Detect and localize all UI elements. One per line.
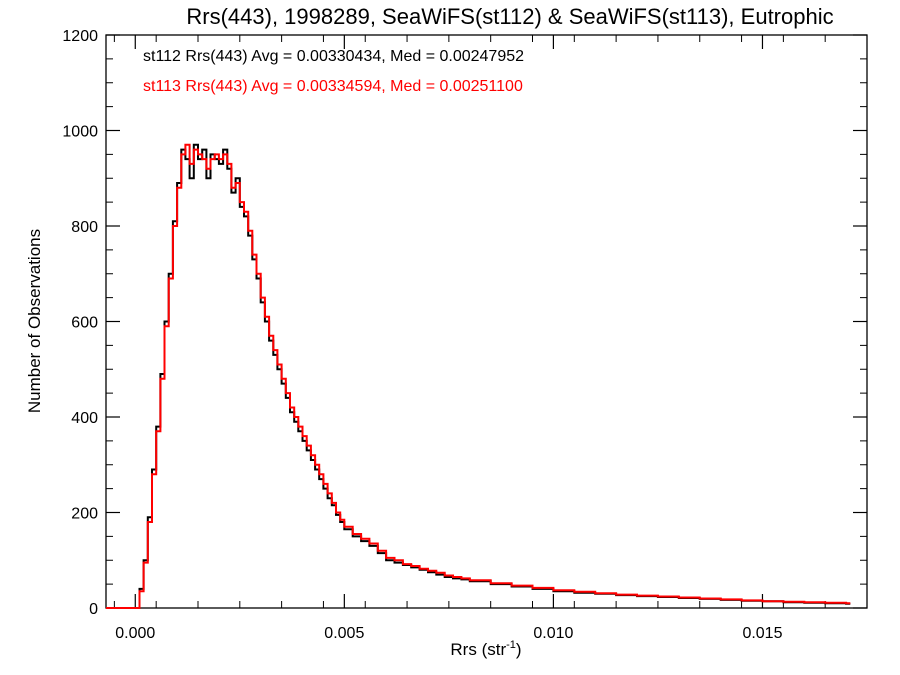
legend-st113: st113 Rrs(443) Avg = 0.00334594, Med = 0…: [143, 78, 523, 95]
x-axis-label-main: Rrs (str: [450, 640, 506, 659]
x-tick-label: 0.015: [742, 625, 782, 642]
chart-title: Rrs(443), 1998289, SeaWiFS(st112) & SeaW…: [186, 4, 833, 29]
x-axis-label: Rrs (str-1): [450, 639, 521, 659]
y-tick-label: 1200: [62, 28, 98, 45]
series-st113-line: [106, 143, 851, 609]
y-tick-label: 200: [71, 506, 98, 523]
y-tick-label: 800: [71, 219, 98, 236]
y-tick-label: 600: [71, 315, 98, 332]
x-axis-label-superscript: -1: [506, 639, 516, 651]
x-axis: 0.000 0.005 0.010 0.015: [113, 35, 826, 642]
y-axis-label: Number of Observations: [25, 229, 44, 413]
series-layer: [106, 143, 851, 609]
x-tick-label: 0.005: [324, 625, 364, 642]
plot-frame: [105, 34, 868, 609]
x-tick-label: 0.010: [533, 625, 573, 642]
y-tick-label: 400: [71, 410, 98, 427]
x-tick-label: 0.000: [115, 625, 155, 642]
y-tick-label: 0: [89, 601, 98, 618]
series-st112-line: [106, 143, 851, 609]
y-axis: 0 200 400 600 800 1000 1200: [62, 28, 867, 618]
y-tick-label: 1000: [62, 124, 98, 141]
x-axis-label-end: ): [516, 640, 522, 659]
legend-st112: st112 Rrs(443) Avg = 0.00330434, Med = 0…: [143, 48, 524, 65]
